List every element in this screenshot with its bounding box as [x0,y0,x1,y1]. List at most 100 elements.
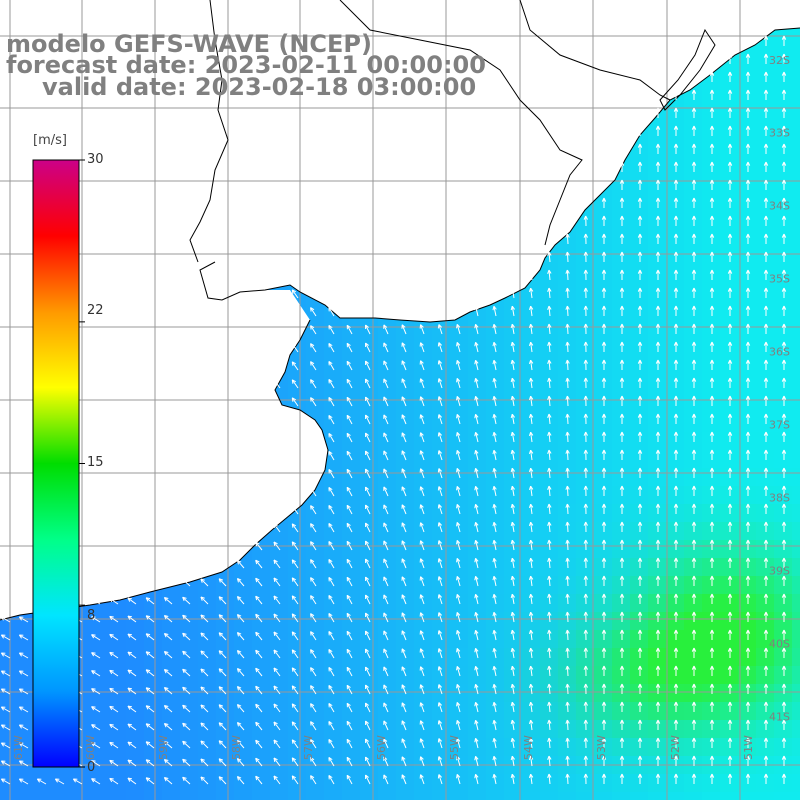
wind-arrow [273,577,281,587]
wind-arrow [346,396,353,407]
wind-arrow [709,485,715,496]
wind-arrow [383,540,389,551]
wind-arrow [655,701,661,712]
wind-arrow [781,215,787,226]
wind-arrow [637,593,643,604]
wind-arrow [637,395,643,406]
wind-arrow [383,360,389,371]
wind-arrow [383,468,389,479]
wind-arrow [401,720,407,731]
wind-arrow [619,629,625,640]
wind-arrow [510,341,516,353]
wind-arrow [745,305,751,316]
wind-arrow [547,647,552,659]
wind-arrow [419,414,425,425]
wind-arrow [763,341,769,352]
wind-arrow [437,522,443,533]
wind-arrow [0,670,11,677]
wind-arrow [583,215,589,227]
wind-arrow [437,702,443,713]
wind-arrow [437,558,443,569]
wind-arrow [401,774,407,785]
wind-arrow [727,611,733,622]
wind-arrow [200,632,209,641]
wind-arrow [510,305,516,317]
wind-arrow [218,650,227,659]
wind-arrow [72,778,83,785]
wind-arrow [547,305,552,317]
wind-arrow [18,760,29,767]
wind-arrow [565,269,570,281]
wind-arrow [200,578,209,587]
wind-arrow [0,652,11,659]
wind-arrow [145,633,155,641]
wind-arrow [655,413,661,424]
wind-arrow [601,629,607,640]
wind-arrow [291,505,299,515]
wind-arrow [655,359,661,370]
wind-arrow [691,683,697,694]
wind-arrow [310,757,317,767]
wind-arrow [547,413,552,425]
wind-arrow [745,485,751,496]
wind-arrow [709,179,715,190]
wind-arrow [419,612,425,623]
wind-arrow [18,742,29,749]
wind-arrow [310,595,317,605]
wind-arrow [781,89,787,100]
wind-arrow [109,651,119,659]
wind-arrow [583,431,589,443]
wind-arrow [109,669,119,677]
wind-arrow [583,611,589,623]
wind-arrow [583,413,589,425]
wind-arrow [781,539,787,550]
wind-arrow [655,179,661,190]
wind-arrow [383,432,389,443]
wind-arrow [709,611,715,622]
wind-arrow [365,720,371,731]
wind-arrow [492,431,497,443]
wind-arrow [163,669,173,677]
wind-arrow [18,670,29,677]
wind-arrow [18,688,29,695]
wind-arrow [328,648,335,659]
wind-arrow [673,665,679,676]
wind-arrow [456,540,461,551]
wind-arrow [328,576,335,587]
wind-arrow [365,450,371,461]
wind-arrow [401,558,407,569]
wind-arrow [236,596,245,605]
wind-arrow [781,359,787,370]
wind-arrow [763,449,769,460]
wind-arrow [565,521,570,533]
wind-arrow [328,702,335,713]
wind-arrow [691,737,697,748]
wind-arrow [510,395,516,407]
wind-arrow [637,287,643,298]
wind-arrow [182,668,191,677]
wind-arrow [456,774,461,785]
wind-arrow [709,575,715,586]
wind-arrow [745,377,751,388]
wind-arrow [781,35,787,46]
wind-arrow [691,467,697,478]
lat-label: 40S [769,638,790,651]
wind-arrow [673,233,679,244]
wind-arrow [709,377,715,388]
wind-arrow [456,378,461,389]
wind-arrow [145,687,155,695]
wind-arrow [109,705,119,713]
wind-arrow [781,125,787,136]
wind-arrow [456,396,461,407]
wind-arrow [655,233,661,244]
wind-arrow [547,269,552,281]
wind-arrow [727,89,733,100]
wind-arrow [291,685,299,695]
wind-arrow [727,701,733,712]
wind-arrow [328,378,335,389]
wind-arrow [474,539,479,551]
wind-arrow [255,649,263,659]
wind-arrow [637,197,643,208]
wind-arrow [637,755,643,766]
